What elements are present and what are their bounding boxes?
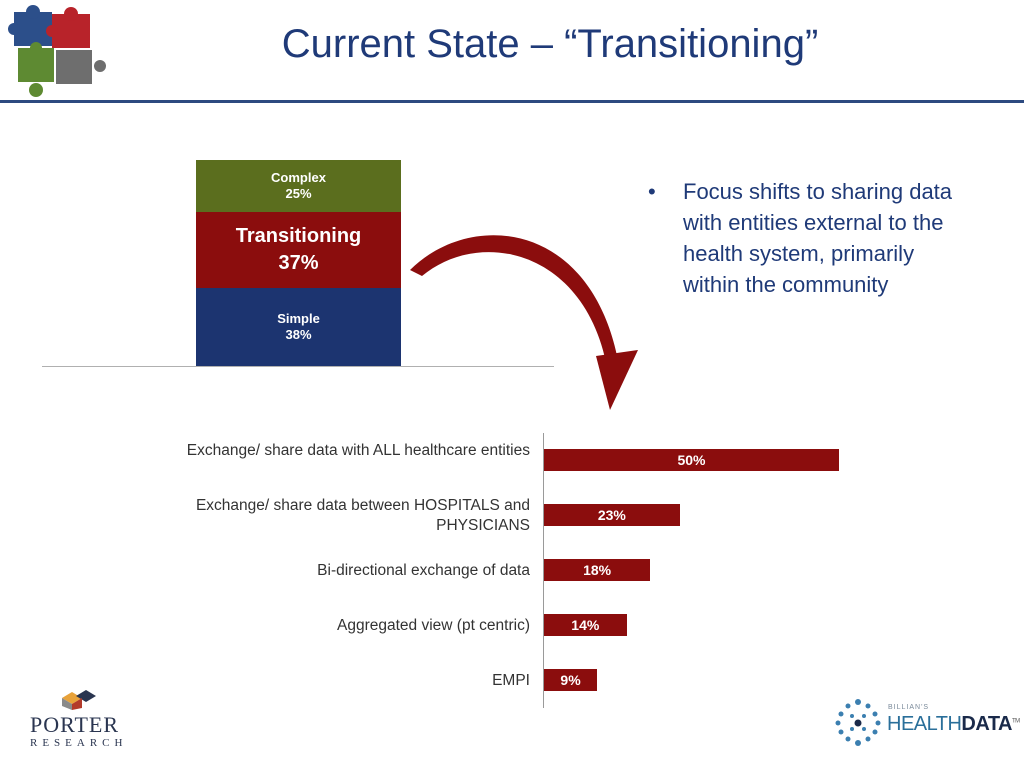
hd-small-text: BILLIAN'S (888, 704, 930, 711)
segment-complex-label: 25% (285, 186, 312, 201)
segment-simple-name: Simple (277, 311, 320, 326)
bar-category-label: EMPI (492, 672, 530, 689)
puzzle-logo (8, 5, 106, 97)
hd-brand: HEALTHDATATM (887, 713, 1020, 736)
bar-category-label: Exchange/ share data between HOSPITALS a… (195, 497, 530, 534)
slide-title: Current State – “Transitioning” (281, 22, 819, 66)
bar-chart-axis (543, 433, 544, 708)
hd-brand-light: HEALTH (887, 713, 962, 735)
bar-value-label: 18% (583, 562, 612, 578)
bar: 23% (544, 504, 680, 526)
segment-complex-name: Complex (271, 170, 326, 185)
hd-brand-bold: DATA (961, 713, 1012, 735)
bar-category-label: Exchange/ share data with ALL healthcare… (186, 442, 530, 459)
bar-category-label: Bi-directional exchange of data (317, 562, 530, 579)
porter-name: PORTER (30, 712, 120, 737)
bullet-marker: • (648, 179, 656, 204)
stacked-chart-baseline (42, 366, 554, 367)
segment-transitioning-name: Transitioning (235, 225, 362, 247)
bar-value-label: 9% (560, 672, 581, 688)
segment-simple: Simple 38% (196, 288, 401, 366)
segment-complex: Complex 25% (196, 160, 401, 212)
healthdata-logo: BILLIAN'S HEALTHDATATM (832, 694, 1020, 754)
bar-value-label: 50% (677, 452, 706, 468)
segment-transitioning-label: 37% (278, 252, 319, 274)
porter-research-logo: PORTER RESEARCH (28, 688, 138, 754)
bar-value-label: 14% (571, 617, 600, 633)
segment-transitioning: Transitioning 37% (196, 212, 401, 288)
title-divider (0, 100, 1024, 103)
bar-value-label: 23% (597, 507, 626, 523)
porter-cube-icon (62, 690, 96, 710)
dots-network-icon (835, 699, 881, 746)
porter-sub: RESEARCH (30, 737, 128, 749)
segment-simple-label: 38% (285, 327, 312, 342)
bar: 9% (544, 669, 598, 691)
bar: 14% (544, 614, 627, 636)
bar-category-label: Aggregated view (pt centric) (337, 617, 530, 634)
bar: 50% (544, 449, 839, 471)
hd-tm: TM (1012, 718, 1020, 725)
bullet-text: Focus shifts to sharing data with entiti… (683, 179, 953, 297)
bar: 18% (544, 559, 651, 581)
curved-arrow-icon (410, 235, 638, 410)
